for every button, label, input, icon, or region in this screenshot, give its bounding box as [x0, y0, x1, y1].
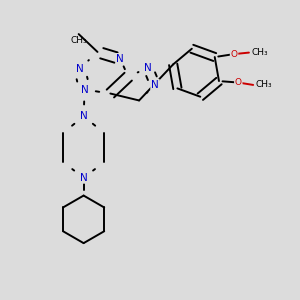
- Text: O: O: [235, 78, 242, 87]
- Text: N: N: [76, 64, 83, 74]
- Text: N: N: [81, 85, 88, 94]
- Text: CH₃: CH₃: [251, 48, 268, 57]
- Text: N: N: [80, 111, 88, 121]
- Text: CH₃: CH₃: [70, 36, 87, 45]
- Text: N: N: [116, 54, 124, 64]
- Text: N: N: [151, 80, 159, 90]
- Text: N: N: [144, 63, 152, 73]
- Text: CH₃: CH₃: [256, 80, 272, 89]
- Text: O: O: [231, 50, 238, 58]
- Text: N: N: [80, 173, 88, 183]
